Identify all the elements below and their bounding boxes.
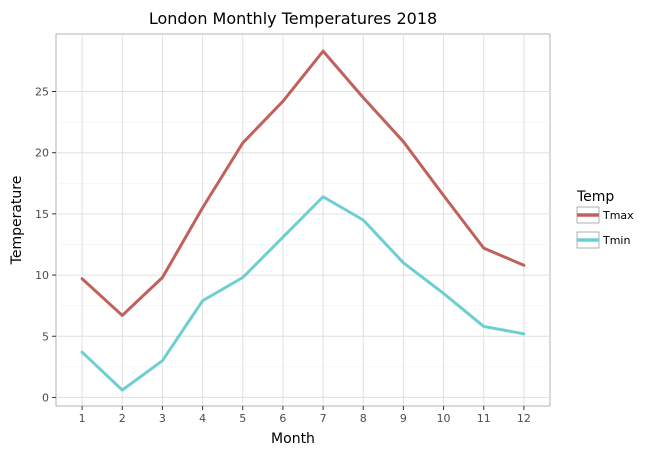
legend: Temp Tmax Tmin — [576, 189, 634, 249]
y-axis-title: Temperature — [9, 176, 25, 266]
legend-item-tmin: Tmin — [576, 231, 630, 249]
x-tick-label: 12 — [517, 412, 531, 425]
x-tick-label: 5 — [239, 412, 246, 425]
x-tick-label: 4 — [199, 412, 206, 425]
y-tick-label: 15 — [35, 208, 49, 221]
chart-title: London Monthly Temperatures 2018 — [149, 9, 437, 28]
y-tick-label: 5 — [42, 330, 49, 343]
y-tick-label: 0 — [42, 391, 49, 404]
legend-label: Tmax — [602, 209, 634, 222]
x-tick-label: 3 — [159, 412, 166, 425]
legend-label: Tmin — [602, 234, 630, 247]
x-tick-label: 1 — [79, 412, 86, 425]
y-tick-label: 20 — [35, 147, 49, 160]
plot-panel — [55, 33, 551, 407]
series-lines — [80, 49, 526, 392]
legend-item-tmax: Tmax — [576, 206, 634, 224]
grid-lines — [56, 34, 550, 406]
x-tick-label: 10 — [437, 412, 451, 425]
x-tick-label: 6 — [279, 412, 286, 425]
x-axis-title: Month — [271, 431, 315, 447]
series-line-tmin — [80, 195, 526, 392]
y-axis-ticks: 0 5 10 15 20 25 — [35, 86, 56, 404]
x-tick-label: 2 — [119, 412, 126, 425]
y-tick-label: 25 — [35, 86, 49, 99]
series-line-tmax — [80, 49, 526, 317]
x-tick-label: 8 — [360, 412, 367, 425]
legend-title: Temp — [576, 189, 614, 205]
x-tick-label: 7 — [320, 412, 327, 425]
x-axis-ticks: 1 2 3 4 5 6 7 8 9 10 11 12 — [79, 406, 531, 425]
x-tick-label: 9 — [400, 412, 407, 425]
x-tick-label: 11 — [477, 412, 491, 425]
y-tick-label: 10 — [35, 269, 49, 282]
